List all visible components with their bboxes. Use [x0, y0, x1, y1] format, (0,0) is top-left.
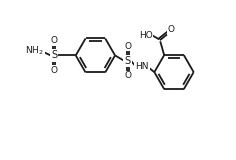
Text: NH$_2$: NH$_2$	[25, 44, 44, 57]
Text: O: O	[124, 42, 131, 51]
Text: O: O	[51, 36, 58, 45]
Text: O: O	[124, 71, 131, 80]
Text: O: O	[51, 66, 58, 75]
Text: HN: HN	[135, 62, 148, 71]
Text: HO: HO	[139, 31, 152, 40]
Text: O: O	[168, 25, 175, 34]
Text: S: S	[51, 50, 57, 60]
Text: S: S	[125, 56, 131, 66]
